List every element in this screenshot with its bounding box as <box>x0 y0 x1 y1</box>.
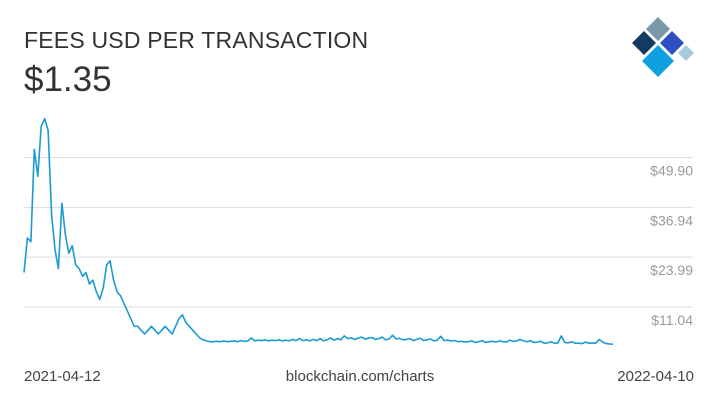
grid-lines <box>24 157 693 308</box>
y-tick-label: $23.99 <box>650 262 693 278</box>
y-tick-labels: $11.04 $23.99 $36.94 $49.90 <box>650 163 693 328</box>
y-tick-label: $11.04 <box>651 312 693 328</box>
blockchain-logo-icon[interactable] <box>620 15 696 91</box>
y-tick-label: $49.90 <box>650 163 693 179</box>
page-title: FEES USD PER TRANSACTION <box>24 27 369 53</box>
footer-source-link[interactable]: blockchain.com/charts <box>285 368 435 385</box>
footer-start-date: 2021-04-12 <box>24 368 101 385</box>
current-value: $1.35 <box>24 60 112 99</box>
logo-top-diamond <box>646 17 670 41</box>
series-line <box>23 117 614 345</box>
footer-end-date: 2022-04-10 <box>617 368 694 385</box>
logo-right-diamond <box>660 31 684 55</box>
y-tick-label: $36.94 <box>650 212 693 228</box>
logo-left-diamond <box>632 31 656 55</box>
logo-bottom-diamond <box>642 45 674 77</box>
logo-small-diamond <box>678 45 694 61</box>
